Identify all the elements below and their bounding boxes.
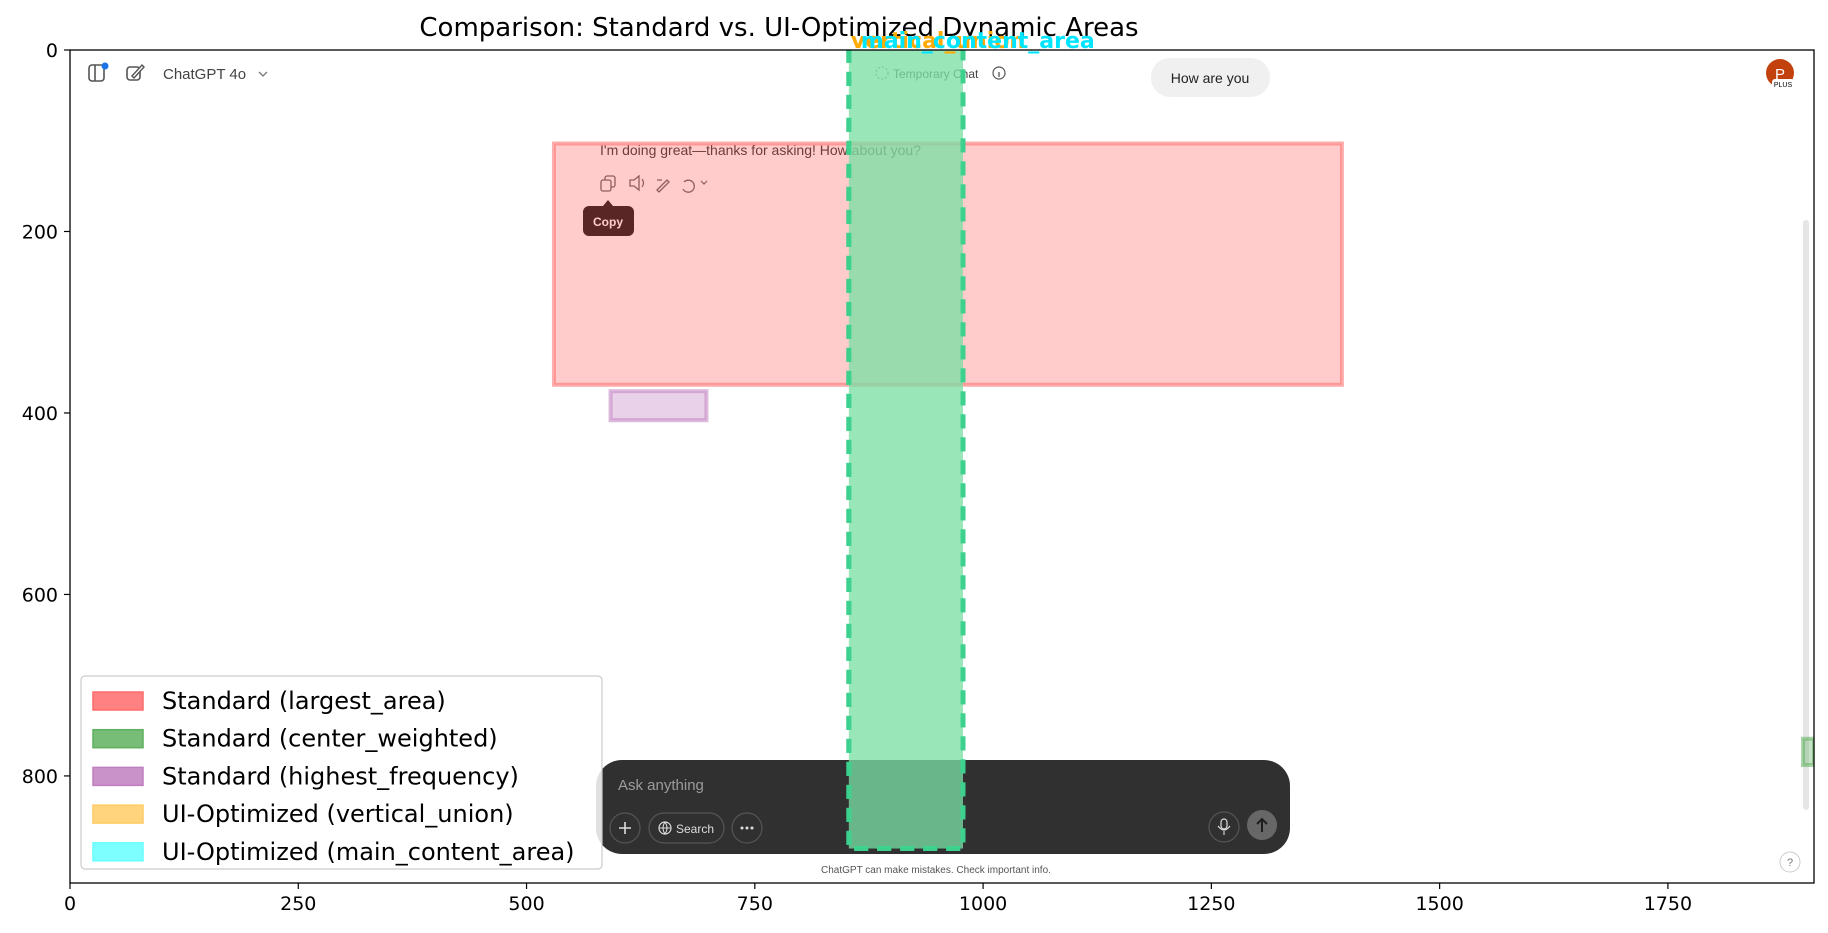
y-tick-label: 800 bbox=[22, 766, 58, 788]
help-label: ? bbox=[1787, 857, 1793, 869]
chevron-down-icon bbox=[258, 71, 268, 77]
embedded-screenshot: ChatGPT 4o Temporary Chat How are you P … bbox=[88, 58, 1809, 876]
copy-tooltip: Copy bbox=[583, 200, 634, 236]
legend-label: Standard (largest_area) bbox=[162, 687, 446, 715]
region-standard-largest-area bbox=[551, 141, 1344, 387]
search-button-label: Search bbox=[676, 822, 714, 836]
legend-label: Standard (center_weighted) bbox=[162, 725, 498, 753]
temporary-chat-icon bbox=[875, 66, 889, 80]
x-tick-label: 1500 bbox=[1415, 893, 1463, 915]
legend-swatch bbox=[92, 691, 144, 711]
legend-swatch bbox=[92, 842, 144, 862]
composer: Ask anything Search bbox=[596, 760, 1290, 854]
avatar: P PLUS bbox=[1766, 59, 1794, 89]
overlay-regions bbox=[551, 50, 1814, 852]
attach-button bbox=[609, 812, 641, 844]
chart-title: Comparison: Standard vs. UI-Optimized Dy… bbox=[419, 13, 1138, 43]
x-axis: 0 250 500 750 1000 1250 1500 1750 bbox=[64, 883, 1692, 915]
x-tick-label: 750 bbox=[737, 893, 773, 915]
region-standard-center-weighted bbox=[1801, 736, 1814, 768]
user-message-text: How are you bbox=[1171, 70, 1250, 86]
y-tick-label: 600 bbox=[22, 584, 58, 606]
sidebar-toggle-icon bbox=[88, 62, 109, 82]
legend-label: UI-Optimized (vertical_union) bbox=[162, 800, 514, 828]
legend-swatch bbox=[92, 766, 144, 787]
region-ui-optimized-blend bbox=[848, 50, 964, 849]
x-tick-label: 1000 bbox=[959, 893, 1007, 915]
x-tick-label: 250 bbox=[280, 893, 316, 915]
region-main-content-area bbox=[846, 50, 966, 852]
legend-label: Standard (highest_frequency) bbox=[162, 762, 519, 790]
plot-frame bbox=[69, 49, 1815, 884]
legend: Standard (largest_area) Standard (center_… bbox=[80, 675, 603, 870]
legend-label: UI-Optimized (main_content_area) bbox=[162, 838, 575, 866]
y-axis: 0 200 400 600 800 bbox=[22, 40, 70, 788]
disclaimer-text: ChatGPT can make mistakes. Check importa… bbox=[821, 865, 1051, 876]
info-icon bbox=[992, 66, 1006, 80]
legend-box bbox=[80, 675, 603, 870]
more-tools-button bbox=[731, 812, 763, 844]
y-tick-label: 200 bbox=[22, 221, 58, 243]
copy-tooltip-text: Copy bbox=[593, 215, 623, 229]
microphone-icon bbox=[1208, 811, 1240, 843]
legend-swatch bbox=[92, 728, 144, 749]
temporary-chat-label: Temporary Chat bbox=[893, 67, 979, 81]
scrollbar bbox=[1803, 220, 1809, 810]
search-button bbox=[648, 812, 725, 844]
x-tick-label: 1250 bbox=[1187, 893, 1235, 915]
x-tick-label: 0 bbox=[64, 893, 76, 915]
user-message-bubble bbox=[1151, 58, 1270, 97]
region-standard-highest-frequency bbox=[608, 389, 709, 423]
avatar-letter: P bbox=[1775, 66, 1785, 83]
composer-background bbox=[596, 760, 1290, 854]
new-chat-icon bbox=[126, 63, 145, 81]
y-tick-label: 400 bbox=[22, 403, 58, 425]
x-tick-label: 1750 bbox=[1644, 893, 1692, 915]
model-selector-label: ChatGPT 4o bbox=[163, 66, 246, 83]
edit-canvas-icon bbox=[656, 179, 670, 193]
avatar-badge: PLUS bbox=[1774, 82, 1793, 89]
read-aloud-icon bbox=[629, 174, 645, 192]
globe-icon bbox=[658, 821, 672, 835]
regenerate-icon bbox=[682, 179, 708, 193]
input-placeholder: Ask anything bbox=[618, 777, 704, 794]
y-tick-label: 0 bbox=[46, 40, 58, 62]
send-button bbox=[1247, 810, 1277, 840]
x-tick-label: 500 bbox=[508, 893, 544, 915]
help-button: ? bbox=[1779, 851, 1801, 873]
assistant-message-text: I'm doing great—thanks for asking! How a… bbox=[600, 142, 921, 158]
legend-swatch bbox=[92, 804, 144, 824]
copy-icon bbox=[600, 175, 616, 192]
